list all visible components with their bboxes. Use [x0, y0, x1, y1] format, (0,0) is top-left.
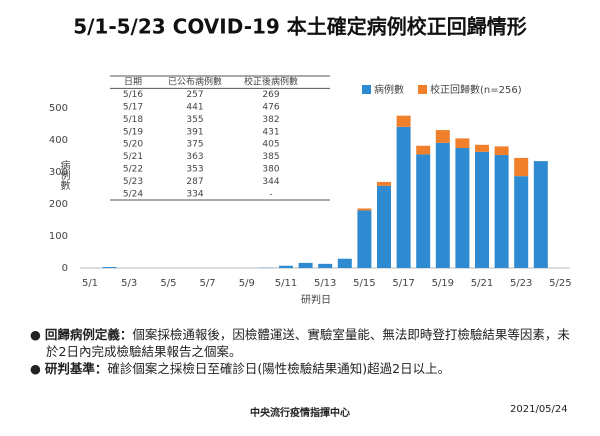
table-cell: 287: [186, 177, 203, 187]
bar-segment: [357, 210, 372, 268]
bar-segment: [494, 155, 509, 268]
bar-segment: [396, 115, 411, 127]
table-cell: 5/19: [123, 127, 143, 137]
table-cell: 375: [186, 140, 203, 150]
table-cell: 382: [262, 115, 279, 125]
x-tick-label: 5/9: [239, 278, 255, 289]
table-cell: 5/16: [123, 90, 143, 100]
footer-date: 2021/05/24: [510, 404, 568, 415]
bar-segment: [396, 126, 411, 268]
chart-title: 5/1-5/23 COVID-19 本土確定病例校正回歸情形: [73, 15, 527, 39]
bar-segment: [416, 154, 431, 268]
y-tick-label: 100: [49, 231, 68, 242]
bar-segment: [533, 161, 548, 268]
table-cell: 476: [262, 103, 279, 113]
note-label: 研判基準：: [44, 361, 108, 376]
x-tick-label: 5/15: [353, 278, 375, 289]
bar-segment: [279, 265, 293, 268]
table-cell: 257: [186, 90, 203, 100]
table-cell: 363: [186, 152, 203, 162]
y-tick-label: 500: [49, 103, 68, 114]
bar-segment: [475, 144, 489, 152]
x-tick-label: 5/1: [82, 278, 98, 289]
bar-segment: [435, 130, 450, 143]
note: ● 研判基準：確診個案之採檢日至確診日(陽性檢驗結果通知)超過2日以上。: [30, 361, 451, 376]
legend-swatch: [362, 85, 371, 94]
bar-segment: [455, 138, 470, 148]
table-cell: 5/22: [123, 165, 143, 175]
table-header: 日期: [124, 77, 142, 88]
bar-segment: [514, 157, 529, 177]
bar-segment: [318, 263, 333, 268]
bar-segment: [455, 148, 470, 268]
x-tick-label: 5/21: [471, 278, 493, 289]
x-tick-label: 5/11: [275, 278, 297, 289]
legend-swatch: [418, 85, 427, 94]
table-cell: 344: [262, 177, 279, 187]
x-tick-label: 5/5: [160, 278, 176, 289]
bar-segment: [357, 208, 372, 211]
table-cell: 405: [262, 140, 279, 150]
y-tick-label: 0: [62, 263, 68, 274]
table-cell: 431: [262, 127, 279, 137]
bar-segment: [377, 185, 391, 268]
bar-segment: [494, 146, 509, 156]
bar-segment: [435, 142, 450, 268]
x-tick-label: 5/25: [549, 278, 571, 289]
table-cell: -: [269, 189, 272, 199]
table-cell: 5/21: [123, 152, 143, 162]
table-header: 已公布病例數: [168, 76, 222, 88]
x-tick-label: 5/17: [392, 278, 414, 289]
note-text: 確診個案之採檢日至確診日(陽性檢驗結果通知)超過2日以上。: [107, 361, 451, 376]
bar-segment: [102, 267, 117, 268]
table-header: 校正後病例數: [244, 76, 298, 88]
table-cell: 385: [262, 152, 279, 162]
y-tick-label: 400: [49, 135, 68, 146]
bar-segment: [416, 145, 431, 155]
note-text: 個案採檢通報後，因檢體運送、實驗室量能、無法即時登打檢驗結果等因素，未於2日內完…: [46, 327, 570, 359]
table-cell: 5/17: [123, 103, 143, 113]
legend-label: 病例數: [374, 83, 404, 96]
bar-segment: [337, 258, 352, 268]
table-cell: 5/24: [123, 189, 143, 199]
table-cell: 5/20: [123, 140, 143, 150]
x-axis-label: 研判日: [301, 294, 331, 306]
x-tick-label: 5/23: [510, 278, 532, 289]
bar-segment: [298, 262, 313, 268]
note-label: 回歸病例定義：: [44, 327, 133, 342]
table-cell: 353: [186, 165, 203, 175]
chart: 5/1-5/23 COVID-19 本土確定病例校正回歸情形 病例數 研判日 0…: [49, 15, 572, 307]
x-tick-label: 5/3: [121, 278, 137, 289]
x-tick-label: 5/13: [314, 278, 336, 289]
x-tick-label: 5/19: [432, 278, 454, 289]
table-cell: 5/18: [123, 115, 143, 125]
table-cell: 334: [186, 189, 203, 199]
bar-segment: [514, 176, 529, 268]
table-cell: 355: [186, 115, 203, 125]
table-cell: 391: [186, 127, 203, 137]
table-cell: 380: [262, 165, 279, 175]
y-axis-label: 病例數: [58, 159, 70, 191]
table-cell: 441: [186, 103, 203, 113]
notes: ● 回歸病例定義：個案採檢通報後，因檢體運送、實驗室量能、無法即時登打檢驗結果等…: [30, 326, 570, 377]
bar-segment: [475, 151, 489, 268]
note: ● 回歸病例定義：個案採檢通報後，因檢體運送、實驗室量能、無法即時登打檢驗結果等…: [30, 327, 570, 359]
table-cell: 269: [262, 90, 279, 100]
y-tick-label: 300: [49, 167, 68, 178]
legend-label: 校正回歸數(n=256): [430, 83, 522, 96]
table-cell: 5/23: [123, 177, 143, 187]
x-tick-label: 5/7: [200, 278, 216, 289]
y-tick-label: 200: [49, 199, 68, 210]
bar-segment: [377, 181, 391, 186]
footer-org: 中央流行疫情指揮中心: [250, 408, 350, 419]
